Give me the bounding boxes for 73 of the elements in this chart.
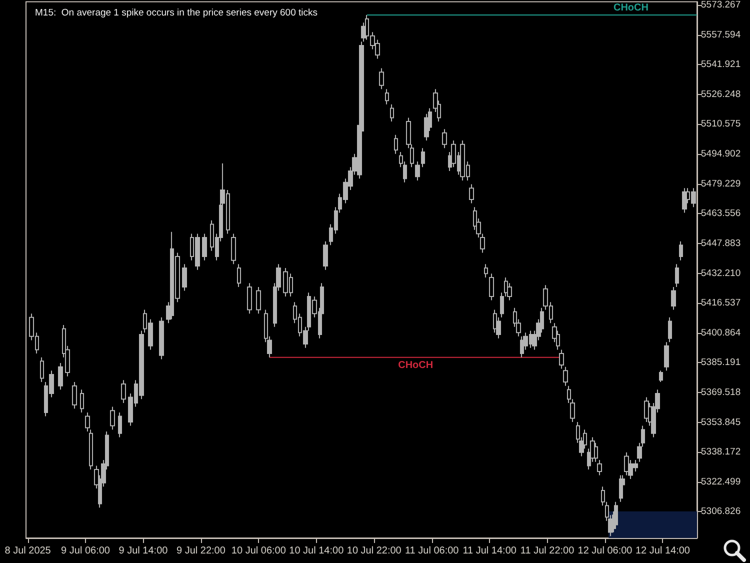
candlestick (659, 370, 663, 383)
y-tick-label: 5447.883 (701, 238, 741, 249)
y-tick-label: 5526.248 (701, 88, 741, 100)
candlestick (682, 188, 687, 214)
x-tick-label: 11 Jul 06:00 (404, 546, 460, 556)
y-tick-label: 5541.921 (701, 59, 741, 70)
candlestick (484, 264, 488, 278)
candlestick (664, 342, 669, 372)
y-tick-label: 5416.537 (701, 298, 741, 309)
candlestick (379, 68, 384, 90)
candlestick (394, 134, 398, 154)
y-tick-label: 5369.518 (701, 386, 741, 398)
x-tick-label: 9 Jul 06:00 (61, 546, 110, 556)
candlestick (624, 452, 629, 476)
x-tick-label: 12 Jul 14:00 (635, 546, 690, 556)
x-tick-label: 9 Jul 14:00 (118, 546, 168, 556)
candlestick (256, 286, 261, 314)
candlestick (668, 316, 672, 343)
x-tick-label: 10 Jul 06:00 (231, 546, 286, 556)
candlestick (72, 382, 77, 410)
candlestick (442, 128, 447, 149)
candlestick (237, 264, 241, 288)
y-tick-label: 5306.826 (701, 506, 741, 518)
candlestick (421, 148, 425, 168)
candlestick (415, 160, 420, 181)
y-tick-label: 5400.864 (701, 327, 741, 338)
candlestick (58, 362, 63, 390)
y-tick-label: 5557.594 (701, 29, 741, 40)
candlestick (231, 233, 236, 265)
candlestick (563, 366, 568, 386)
x-tick-label: 11 Jul 22:00 (520, 546, 575, 556)
candlestick (597, 460, 602, 476)
candlestick (469, 184, 474, 204)
candlestick (675, 264, 679, 288)
series-label: CHoCH (398, 360, 434, 371)
x-tick-label: 11 Jul 14:00 (462, 546, 517, 556)
candlestick (80, 389, 84, 413)
y-tick-label: 5573.267 (701, 0, 741, 10)
series-label: CHoCH (613, 2, 648, 14)
candlestick (202, 233, 207, 261)
candlestick (489, 273, 494, 301)
y-tick-label: 5322.499 (701, 476, 741, 488)
x-tick-label: 10 Jul 14:00 (289, 546, 344, 556)
y-tick-label: 5463.556 (701, 208, 741, 220)
candlestick (85, 412, 90, 432)
x-tick-label: 12 Jul 06:00 (578, 546, 633, 556)
candlestick (159, 316, 164, 360)
candlestick (110, 406, 115, 430)
candlestick (390, 104, 394, 122)
y-tick-label: 5494.902 (701, 148, 741, 160)
candlestick (182, 264, 187, 292)
candlestick (247, 282, 252, 314)
y-tick-label: 5353.845 (701, 416, 741, 428)
candlestick (559, 349, 564, 370)
y-tick-label: 5510.575 (701, 118, 741, 130)
candlestick (644, 396, 649, 422)
x-tick-label: 10 Jul 22:00 (346, 546, 402, 556)
y-tick-label: 5432.210 (701, 268, 741, 279)
candlestick (385, 88, 389, 105)
candlestick (89, 429, 93, 470)
y-tick-label: 5479.229 (701, 178, 741, 190)
candlestick (118, 412, 122, 438)
candlestick (40, 356, 44, 383)
text: M15: On average 1 spike occurs in the price series every 600 ticks (35, 8, 318, 18)
candlestick (323, 240, 328, 270)
x-tick-label: 8 Jul 2025 (4, 546, 52, 556)
x-tick-label: 9 Jul 22:00 (176, 546, 226, 556)
candlestick (679, 240, 683, 261)
candlestick (671, 286, 676, 310)
y-tick-label: 5385.191 (701, 357, 741, 368)
y-tick-label: 5338.172 (701, 446, 741, 458)
candlestick (520, 336, 524, 358)
candlestick (121, 380, 126, 404)
